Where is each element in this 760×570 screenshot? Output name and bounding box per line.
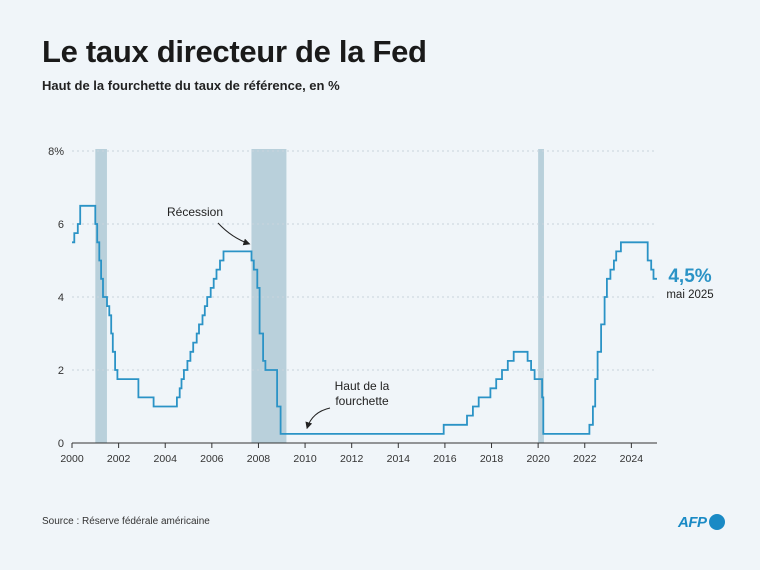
end-value-label: 4,5%	[668, 266, 711, 287]
annotation-recession-label: Récession	[167, 205, 223, 219]
chart-title: Le taux directeur de la Fed	[42, 34, 427, 69]
axes: 0 2 4 6 8% 2000 2002 2004 2006 2008 2010 2012 2014 20…	[48, 146, 657, 465]
recession-band	[251, 149, 287, 443]
x-tick-label: 2014	[387, 453, 411, 465]
afp-logo-dot-icon	[708, 514, 725, 530]
x-tick-label: 2008	[247, 453, 271, 465]
y-tick-label: 6	[58, 219, 64, 231]
rate-series	[72, 204, 657, 435]
end-date-label: mai 2025	[666, 289, 713, 301]
x-tick-label: 2006	[200, 453, 224, 465]
y-tick-label: 0	[58, 438, 64, 450]
y-tick-label: 2	[58, 365, 64, 377]
chart-subtitle: Haut de la fourchette du taux de référen…	[42, 78, 340, 93]
annotation-rate-arrow	[305, 407, 331, 430]
series-line	[72, 204, 657, 435]
x-tick-label: 2010	[293, 453, 317, 465]
x-tick-label: 2016	[433, 453, 457, 465]
x-tick-label: 2024	[620, 453, 644, 465]
afp-logo-text: AFP	[678, 513, 707, 531]
x-tick-label: 2002	[107, 453, 131, 465]
source-note: Source : Réserve fédérale américaine	[42, 516, 210, 527]
recession-band	[538, 149, 544, 443]
x-tick-label: 2018	[480, 453, 504, 465]
afp-logo: AFP	[678, 512, 725, 532]
x-tick-label: 2020	[526, 453, 550, 465]
recession-bands	[95, 149, 544, 443]
x-tick-label: 2000	[60, 453, 84, 465]
annotation-recession-arrow	[217, 222, 251, 246]
recession-band	[95, 149, 107, 443]
x-tick-label: 2012	[340, 453, 364, 465]
y-tick-label: 4	[58, 292, 64, 304]
x-tick-label: 2004	[154, 453, 178, 465]
end-label: 4,5% mai 2025	[666, 266, 713, 301]
grid-lines	[72, 150, 657, 371]
x-tick-label: 2022	[573, 453, 597, 465]
annotation-rate-label: Haut de la	[335, 379, 390, 393]
annotation-rate-label: fourchette	[335, 394, 389, 408]
y-tick-label: 8%	[48, 146, 64, 158]
